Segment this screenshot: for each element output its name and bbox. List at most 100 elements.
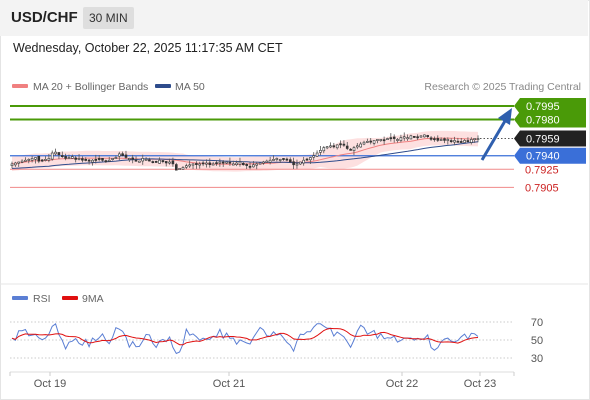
candle-body [67,157,71,160]
candle-body [473,138,476,141]
candle [392,134,396,143]
candle [77,154,81,161]
candlesticks [10,132,480,171]
candle [248,162,252,170]
ma9-line [11,327,479,346]
candle [312,152,316,161]
candle [91,159,94,166]
candle-body [433,138,436,141]
candle [151,160,155,164]
x-label-oct22: Oct 22 [386,378,418,390]
candle-body [47,158,51,161]
candle-body [107,159,111,162]
bollinger-fill [12,130,478,172]
candle [376,139,379,144]
candle [339,140,342,149]
candle [191,163,195,170]
candle [285,157,289,162]
candle [124,150,128,159]
candle [181,166,185,170]
candle-body [275,158,279,160]
copyright-text: Research © 2025 Trading Central [424,81,581,93]
candle-body [248,165,252,168]
candle-body [57,152,61,156]
candle [389,133,393,142]
candle-body [268,159,272,163]
rsi-tick-70: 70 [531,317,543,329]
current-price-label: 0.7959 [526,134,560,146]
candle [54,148,57,156]
candle-body [242,163,245,166]
candle-body [322,147,326,152]
candle [426,134,430,139]
target-tag-label-1: 0.7980 [526,115,560,127]
candle [262,160,265,165]
candle-body [30,158,34,161]
candle [295,159,299,169]
candle-body [453,140,456,143]
candle-body [175,164,178,171]
candle [463,139,466,143]
candle [419,135,423,139]
candle [436,135,440,142]
x-label-oct21: Oct 21 [213,378,245,390]
candle [17,161,21,167]
candle [44,156,47,162]
candle [118,151,121,161]
candle [64,153,67,161]
symbol-title: USD/CHF [11,9,78,26]
candle-body [362,141,366,145]
candle-body [24,159,27,162]
candle [382,136,386,145]
candle-body [252,164,255,168]
candle [81,156,84,163]
candle [416,134,419,141]
candle [278,158,282,163]
candle-body [50,152,54,160]
candle [406,134,409,141]
candle-body [386,138,389,141]
candle-body [221,161,225,164]
candle [235,160,238,167]
candle-body [443,138,446,141]
candle-body [154,161,158,163]
candle-body [262,161,265,164]
candle-body [228,161,232,164]
candle-body [20,160,24,163]
candle-body [74,157,77,160]
candle-body [476,138,480,141]
candle [379,139,383,142]
candle-body [71,156,74,159]
candle [396,138,399,143]
candle-body [60,155,64,158]
candle-body [396,139,399,141]
candle-body [138,160,141,163]
candle [104,159,108,163]
candle-body [463,140,466,143]
candle-body [359,143,363,148]
candle [161,160,165,164]
ma9-legend-label: 9MA [82,293,104,305]
candle [111,158,114,161]
candle-body [439,139,443,141]
candle [232,160,235,166]
candle-body [419,135,423,138]
ma50-legend-label: MA 50 [175,81,205,93]
candle [309,156,312,164]
candle [138,160,141,163]
candle-body [208,162,212,166]
candle-body [366,141,369,143]
candle [265,159,269,163]
candle [409,134,413,140]
candle-body [201,162,205,165]
candle [335,144,339,150]
candle [198,161,201,169]
candle-body [181,167,185,170]
candle [446,137,450,145]
rsi-lines [11,322,479,355]
candle-body [459,141,463,143]
ma50-legend-swatch [155,84,171,88]
timeframe-badge[interactable]: 30 MIN [83,7,134,29]
candle-body [436,138,440,141]
candle-body [399,137,403,141]
